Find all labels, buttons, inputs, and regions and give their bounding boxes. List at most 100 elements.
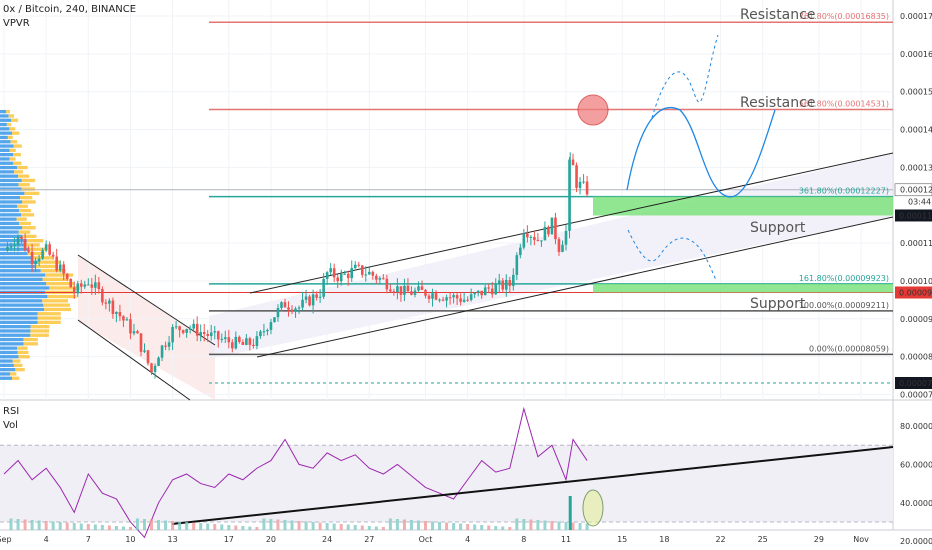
candle-body (62, 264, 66, 274)
volume-bar (72, 523, 76, 530)
volume-bar (381, 527, 385, 530)
candle-body (195, 323, 199, 336)
candle-body (445, 297, 448, 301)
candle-body (297, 307, 301, 309)
vpvr-up-bar (0, 350, 18, 355)
candle-body (389, 289, 392, 292)
uptrend-channel-top (249, 152, 894, 294)
time-tick-label: 15 (617, 535, 627, 544)
vpvr-down-bar (49, 286, 80, 290)
candle-body (424, 289, 427, 296)
volume-bar (269, 519, 273, 530)
candle-body (13, 244, 16, 247)
vpvr-up-bar (0, 131, 13, 135)
vpvr-down-bar (9, 157, 16, 161)
rsi-label[interactable]: RSI (3, 406, 20, 417)
time-tick-label: Oct (419, 535, 433, 544)
candle-body (350, 268, 354, 279)
candle-body (512, 274, 515, 286)
vpvr-up-bar (0, 204, 18, 208)
candle-body (192, 323, 195, 329)
volume-bar (16, 519, 20, 530)
candle-body (469, 294, 473, 300)
candle-body (48, 244, 51, 255)
vpvr-up-bar (0, 251, 28, 256)
candle-body (473, 293, 476, 295)
candle-body (220, 338, 224, 340)
volume-bar (304, 521, 308, 530)
time-tick-label: 24 (322, 535, 332, 544)
volume-bar (459, 523, 463, 530)
current-price-tag (894, 183, 932, 197)
candle-body (6, 247, 9, 251)
vpvr-down-bar (43, 303, 70, 307)
vpvr-down-bar (24, 191, 40, 195)
time-tick-label: 22 (715, 535, 725, 544)
candle-body (360, 265, 364, 275)
volume-bar (100, 525, 104, 530)
volume-bar (571, 522, 575, 530)
volume-bar (578, 523, 582, 530)
vpvr-up-bar (0, 320, 38, 324)
candle-body (58, 264, 62, 271)
vpvr-up-bar (0, 316, 38, 320)
volume-bar (248, 526, 252, 530)
candle-body (346, 273, 350, 279)
candle-body (290, 309, 294, 312)
candle-body (396, 286, 399, 293)
vpvr-down-bar (35, 264, 59, 269)
volume-bar (564, 522, 568, 530)
candle-body (406, 285, 410, 292)
volume-bar (185, 522, 189, 530)
resistance-label: Resistance (740, 95, 815, 111)
axis-layer[interactable]: 0.00007000 0.00008000 0.00009000 0.00010000… (0, 12, 932, 546)
candle-body (420, 286, 424, 290)
candle-body (490, 288, 494, 295)
volume-bar (37, 520, 41, 530)
candle-body (241, 342, 245, 345)
volume-bar (157, 520, 161, 530)
candle-body (533, 236, 536, 240)
vpvr-up-bar (0, 273, 46, 277)
vpvr-up-bar (0, 114, 9, 118)
vpvr-up-bar (0, 200, 23, 204)
candle-body (262, 331, 266, 333)
vpvr-up-bar (0, 307, 45, 312)
uptrend-channel-bottom (256, 216, 894, 358)
candle-body (266, 329, 269, 332)
vpvr-down-bar (20, 196, 33, 200)
volume-bar (318, 522, 322, 530)
candle-body (69, 278, 73, 288)
candle-body (375, 275, 378, 280)
vpvr-up-bar (0, 372, 11, 376)
candle-body (441, 299, 445, 301)
volume-bar (550, 521, 554, 530)
current-price-tag-label: 0.00012410 (900, 186, 932, 195)
candle-body (353, 264, 357, 269)
volume-bar (114, 526, 118, 530)
volume-bar (44, 521, 48, 530)
volume-bar (395, 519, 399, 530)
vpvr-down-bar (19, 221, 31, 226)
indicator-label[interactable]: VPVR (3, 18, 30, 29)
price-highlight-label: 0.00011730 (899, 211, 932, 220)
candle-body (79, 283, 83, 287)
rsi-line (3, 406, 588, 539)
candle-body (501, 280, 505, 290)
price-highlight-label: 0.00007304 (899, 379, 932, 388)
volume-bar (339, 524, 343, 530)
vpvr-down-bar (17, 204, 28, 208)
candle-body (564, 230, 568, 245)
vpvr-up-bar (0, 161, 14, 165)
candle-body (245, 338, 248, 345)
vpvr-down-bar (37, 316, 61, 320)
volume-label[interactable]: Vol (3, 420, 18, 431)
candle-body (143, 350, 146, 352)
vpvr-up-bar (0, 376, 12, 380)
price-highlight-tag (895, 376, 932, 389)
candle-body (487, 287, 491, 289)
volume-bar (255, 527, 259, 530)
volume-bar (171, 521, 175, 530)
support-label: Support (750, 296, 806, 312)
vpvr-up-bar (0, 239, 27, 243)
